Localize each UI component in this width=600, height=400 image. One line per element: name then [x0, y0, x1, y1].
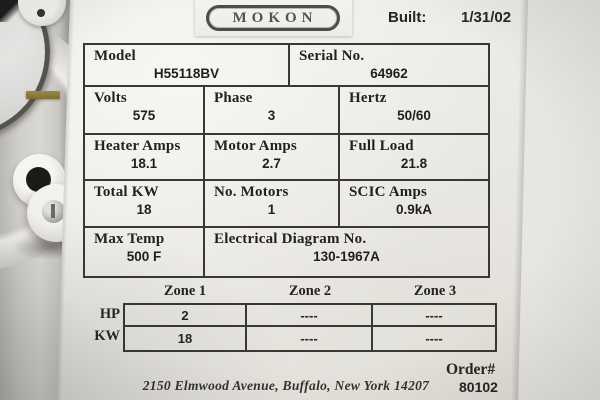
- order-number-value: 80102: [459, 379, 498, 395]
- table-row: 2 ---- ----: [125, 305, 495, 327]
- full-load-value: 21.8: [400, 156, 428, 171]
- zone-2-header: Zone 2: [288, 283, 332, 299]
- built-date: 1/31/02: [461, 9, 512, 26]
- serial-no-value: 64962: [370, 66, 408, 81]
- table-row: Model H55118BV Serial No. 64962: [85, 45, 488, 87]
- logo-patch: MOKON: [195, 0, 352, 36]
- scic-amps-label: SCIC Amps: [349, 184, 428, 200]
- zone-kw-zone1: 18: [125, 327, 247, 350]
- motor-amps-label: Motor Amps: [214, 138, 297, 154]
- cell-model: Model H55118BV: [85, 45, 290, 85]
- cell-full-load: Full Load 21.8: [340, 135, 488, 179]
- spec-table: Model H55118BV Serial No. 64962 Volts 57…: [83, 43, 490, 278]
- zone-3-header: Zone 3: [413, 283, 457, 299]
- volts-label: Volts: [94, 90, 127, 106]
- knob-dot: [37, 9, 45, 17]
- manufacturer-address: 2150 Elmwood Avenue, Buffalo, New York 1…: [142, 378, 430, 393]
- model-label: Model: [94, 48, 136, 64]
- scic-amps-value: 0.9kA: [395, 202, 433, 217]
- zone-kw-zone3: ----: [425, 331, 443, 346]
- cell-phase: Phase 3: [205, 87, 340, 133]
- hp-row-label: HP: [99, 306, 120, 322]
- table-row: 18 ---- ----: [125, 327, 495, 350]
- volts-value: 575: [132, 108, 156, 123]
- table-row: Total KW 18 No. Motors 1 SCIC Amps 0.9kA: [85, 181, 488, 228]
- mokon-logo: MOKON: [206, 5, 340, 31]
- max-temp-label: Max Temp: [94, 231, 165, 247]
- hertz-value: 50/60: [397, 108, 431, 123]
- kw-row-label: KW: [94, 328, 120, 344]
- table-row: Max Temp 500 F Electrical Diagram No. 13…: [85, 228, 488, 276]
- logo-text: MOKON: [232, 9, 318, 26]
- cell-total-kw: Total KW 18: [85, 181, 205, 226]
- electrical-diagram-no-label: Electrical Diagram No.: [214, 231, 367, 247]
- phase-value: 3: [267, 108, 276, 123]
- cell-hertz: Hertz 50/60: [340, 87, 488, 133]
- cell-electrical-diagram-no: Electrical Diagram No. 130-1967A: [205, 228, 488, 276]
- motor-amps-value: 2.7: [262, 156, 281, 171]
- no-motors-value: 1: [267, 202, 276, 217]
- model-value: H55118BV: [153, 66, 220, 81]
- cell-motor-amps: Motor Amps 2.7: [205, 135, 340, 179]
- cell-serial-no: Serial No. 64962: [290, 45, 488, 85]
- heater-amps-label: Heater Amps: [94, 138, 181, 154]
- zone-table: 2 ---- ---- 18 ---- ----: [123, 303, 497, 352]
- zone-hp-zone3: ----: [425, 307, 443, 323]
- heater-amps-value: 18.1: [130, 156, 158, 171]
- grommet-screw: [42, 200, 65, 223]
- cell-max-temp: Max Temp 500 F: [85, 228, 205, 276]
- total-kw-label: Total KW: [94, 184, 159, 200]
- zone-hp-zone2: ----: [247, 305, 373, 325]
- no-motors-label: No. Motors: [214, 184, 289, 200]
- cell-scic-amps: SCIC Amps 0.9kA: [340, 181, 488, 226]
- hertz-label: Hertz: [349, 90, 387, 106]
- cell-heater-amps: Heater Amps 18.1: [85, 135, 205, 179]
- built-label: Built:: [388, 9, 427, 26]
- serial-no-label: Serial No.: [299, 48, 365, 64]
- electrical-diagram-no-value: 130-1967A: [313, 249, 380, 264]
- zone-kw-zone2: ----: [247, 327, 373, 350]
- panel-slot: [26, 91, 60, 99]
- total-kw-value: 18: [136, 202, 152, 217]
- table-row: Volts 575 Phase 3 Hertz 50/60: [85, 87, 488, 135]
- max-temp-value: 500 F: [126, 249, 162, 264]
- order-number-label: Order#: [446, 361, 496, 378]
- phase-label: Phase: [214, 90, 253, 106]
- zone-hp-zone1: 2: [125, 305, 247, 325]
- table-row: Heater Amps 18.1 Motor Amps 2.7 Full Loa…: [85, 135, 488, 181]
- cell-volts: Volts 575: [85, 87, 205, 133]
- cell-no-motors: No. Motors 1: [205, 181, 340, 226]
- full-load-label: Full Load: [349, 138, 414, 154]
- zone-1-header: Zone 1: [163, 283, 207, 299]
